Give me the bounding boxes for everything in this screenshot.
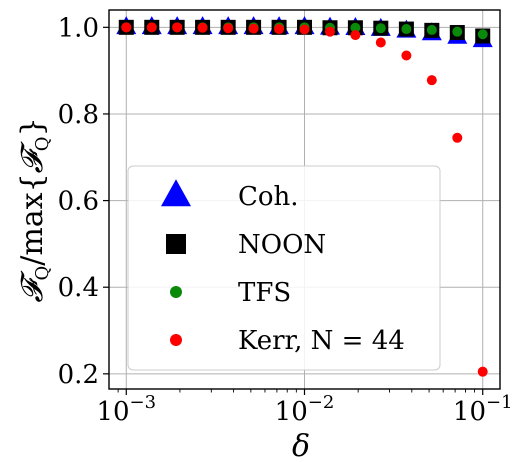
legend-marker-3 xyxy=(170,334,182,346)
point-s3-11 xyxy=(401,50,412,61)
x-tick-label-2: 10−1 xyxy=(453,392,513,427)
data-marks xyxy=(116,16,493,377)
series-3 xyxy=(121,22,488,377)
y-label-sub2: Q xyxy=(32,136,53,151)
point-s2-14 xyxy=(477,29,488,40)
point-s3-9 xyxy=(350,30,361,41)
point-s3-13 xyxy=(452,132,463,143)
legend-marker-0 xyxy=(161,179,191,207)
legend-label-2: TFS xyxy=(238,278,291,308)
point-s2-11 xyxy=(401,24,412,35)
point-s3-6 xyxy=(274,24,285,35)
x-tick-label-1: 10−2 xyxy=(275,392,335,427)
point-s3-2 xyxy=(172,22,183,33)
y-label-end: } xyxy=(15,117,50,136)
point-s2-13 xyxy=(452,26,463,37)
point-s2-10 xyxy=(375,23,386,34)
point-s3-8 xyxy=(324,26,335,37)
x-axis-label: δ xyxy=(292,429,310,462)
legend-label-0: Coh. xyxy=(238,182,299,212)
legend-marker-2 xyxy=(170,286,182,298)
y-label-sub1: Q xyxy=(32,266,53,281)
legend-box xyxy=(127,165,441,371)
y-tick-label-1: 0.4 xyxy=(58,273,99,303)
point-s3-1 xyxy=(146,22,157,33)
point-s3-3 xyxy=(197,22,208,33)
legend: Coh. NOON TFS Kerr, N = 44 xyxy=(127,165,441,371)
x-tick-label-0: 10−3 xyxy=(96,392,156,427)
y-tick-label-4: 1.0 xyxy=(58,13,99,43)
point-s3-12 xyxy=(426,75,437,86)
point-s3-0 xyxy=(121,22,132,33)
y-tick-label-2: 0.6 xyxy=(58,187,99,217)
point-s3-7 xyxy=(299,24,310,35)
point-s3-14 xyxy=(477,366,488,377)
point-s3-4 xyxy=(223,23,234,34)
point-s2-9 xyxy=(350,22,361,33)
point-s3-5 xyxy=(248,23,259,34)
legend-marker-1 xyxy=(166,234,186,254)
legend-label-1: NOON xyxy=(238,230,326,260)
legend-label-3: Kerr, N = 44 xyxy=(238,326,405,356)
y-label-mid: /max{ xyxy=(15,173,50,265)
ticks: 10−3 10−2 10−1 0.2 0.4 0.6 0.8 1.0 xyxy=(58,13,513,427)
y-tick-label-0: 0.2 xyxy=(58,360,99,390)
point-s2-12 xyxy=(426,24,437,35)
y-tick-label-3: 0.8 xyxy=(58,100,99,130)
point-s3-10 xyxy=(375,37,386,48)
